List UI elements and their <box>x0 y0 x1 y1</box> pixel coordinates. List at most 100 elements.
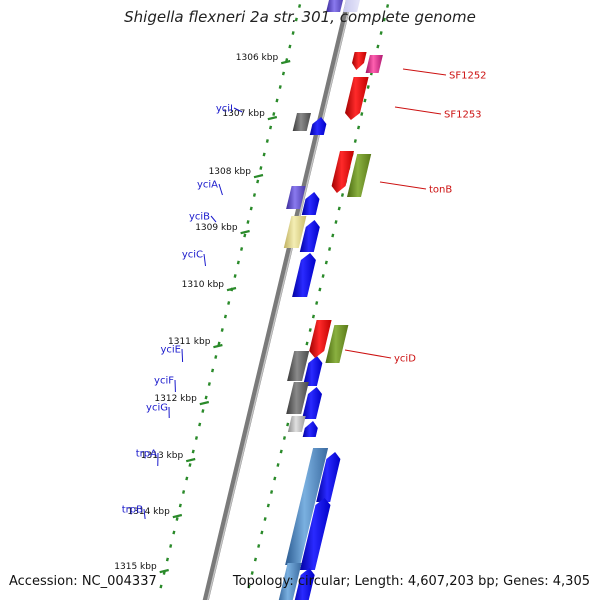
tick-mark <box>267 115 278 121</box>
right-guide-dot <box>282 436 286 440</box>
tick-label: 1311 kbp <box>168 337 211 347</box>
right-guide-dot <box>353 139 357 143</box>
left-guide-dot <box>169 544 173 548</box>
left-guide-dot <box>288 44 292 49</box>
backbone-highlight <box>207 0 352 600</box>
right-guide-dot <box>315 301 319 305</box>
left-guide-dot <box>188 463 192 467</box>
tick-label: 1306 kbp <box>236 53 279 63</box>
left-guide-dot <box>223 314 228 319</box>
forward-gene <box>316 452 341 502</box>
left-guide-dot <box>211 368 215 373</box>
left-guide-dot <box>298 4 302 8</box>
forward-gene <box>299 220 320 252</box>
left-guide-dot <box>165 557 169 562</box>
left-guide-dot <box>175 517 179 521</box>
left-guide-dot <box>178 503 182 508</box>
left-guide-dot <box>240 247 244 251</box>
label-leader <box>181 348 184 363</box>
left-guide-dot <box>191 449 195 454</box>
forward-gene <box>302 356 323 386</box>
right-guide-dot <box>276 463 280 467</box>
right-guide-dot <box>386 4 390 8</box>
left-guide-dot <box>159 584 163 589</box>
cog-block <box>286 186 306 209</box>
gene-label-yciC: yciC <box>182 250 203 261</box>
label-leader <box>218 183 223 196</box>
cog-block <box>365 55 383 73</box>
right-guide-dot <box>328 247 332 251</box>
label-leader <box>233 107 243 113</box>
left-guide-dot <box>172 530 176 535</box>
gene-labels: yciI yciA yciB yciC yciE yciF yciG trpA trpB SF12… <box>122 68 487 520</box>
genome-backbone <box>202 0 353 600</box>
label-leader <box>203 253 207 267</box>
right-guide-dot <box>250 571 254 575</box>
left-guide-dot <box>265 139 269 143</box>
gene-label-yciG: yciG <box>146 403 168 414</box>
right-guide-dot <box>263 517 267 521</box>
left-guide-dot <box>204 395 208 400</box>
left-guide-dot <box>252 193 257 197</box>
forward-gene <box>309 117 327 135</box>
gene-label-yciF: yciF <box>154 376 174 387</box>
cog-block <box>347 154 372 197</box>
right-guide-dot <box>266 503 270 508</box>
left-guide-dot <box>214 355 218 359</box>
tick-mark <box>253 173 264 179</box>
right-guide-dot <box>321 274 325 278</box>
forward-gene <box>301 192 320 215</box>
left-guide-dot <box>217 341 221 346</box>
accession-text: Accession: NC_004337 <box>9 574 157 589</box>
right-guide-dot <box>324 260 328 265</box>
left-guide-dot <box>291 31 295 35</box>
left-guide-dot <box>182 490 186 494</box>
right-guide-dot <box>311 314 316 319</box>
left-guide-dot <box>198 422 202 427</box>
cog-block <box>286 382 309 414</box>
cog-block <box>287 416 306 432</box>
right-guide-dot <box>331 233 335 238</box>
cog-block <box>278 563 302 600</box>
gene-label-yciA: yciA <box>197 180 218 191</box>
tick-label: 1310 kbp <box>182 280 225 290</box>
cog-block <box>325 325 349 363</box>
left-guide-dot <box>233 274 237 278</box>
left-guide-dot <box>207 382 211 386</box>
left-guide-dot <box>201 409 205 413</box>
left-guide-dot <box>243 233 247 238</box>
left-guide-dot <box>185 476 189 481</box>
cog-block <box>326 0 343 12</box>
label-leader <box>143 508 146 520</box>
right-guide-dot <box>257 544 261 548</box>
tick-label: 1314 kbp <box>127 507 170 517</box>
left-guide-dot <box>281 71 286 76</box>
tick-label: 1307 kbp <box>222 109 265 119</box>
gene-features <box>278 0 383 600</box>
label-leader <box>210 215 217 223</box>
left-guide-dot <box>272 112 276 116</box>
gene-label-trpB: trpB <box>122 505 143 516</box>
reverse-gene <box>331 151 354 193</box>
reverse-gene <box>309 320 332 358</box>
right-guide-dot <box>305 341 309 346</box>
tick-mark <box>240 229 250 235</box>
left-guide-dot <box>220 328 224 332</box>
reverse-gene <box>352 52 367 70</box>
forward-gene <box>299 498 331 570</box>
right-guide-dot <box>360 112 364 116</box>
right-guide-dot <box>340 193 345 197</box>
right-guide-dot <box>279 449 283 454</box>
left-guide-dot <box>246 220 250 224</box>
forward-gene <box>302 387 322 419</box>
left-guide-dot <box>262 152 266 157</box>
gene-label-yciD: yciD <box>394 354 416 365</box>
right-guide-dot <box>286 422 290 427</box>
forward-gene <box>292 253 316 297</box>
map-title: Shigella flexneri 2a str. 301, complete … <box>124 8 476 26</box>
topology-text: Topology: circular; Length: 4,607,203 bp… <box>232 574 590 589</box>
gene-label-trpA: trpA <box>136 449 157 460</box>
tick-mark <box>159 568 169 574</box>
gene-label-SF1252: SF1252 <box>449 71 487 82</box>
